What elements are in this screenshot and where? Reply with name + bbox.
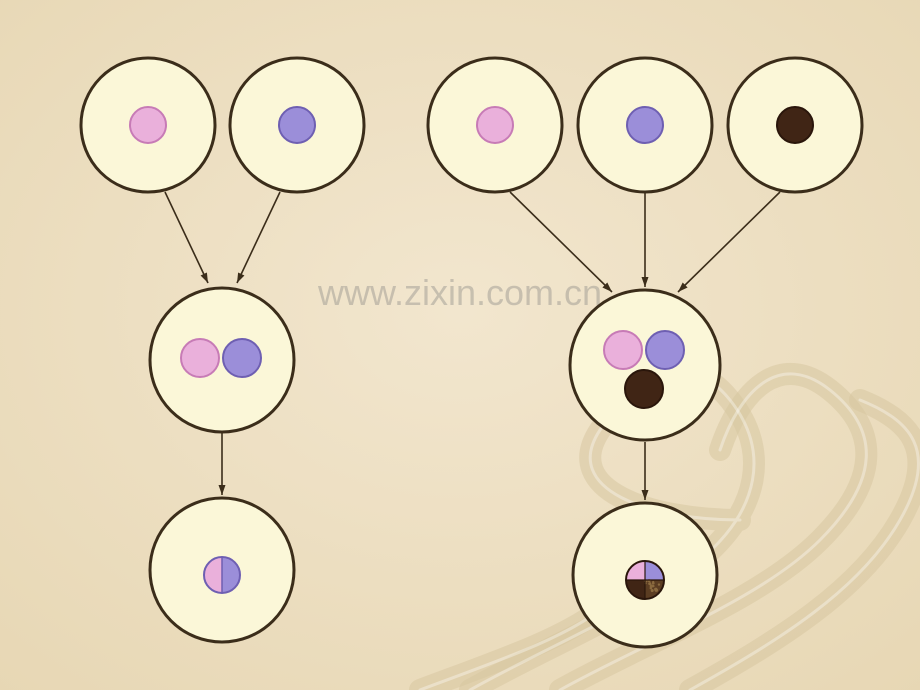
diagram-stage: www.zixin.com.cn <box>0 0 920 690</box>
nucleus-pink <box>130 107 166 143</box>
cell-membrane <box>150 288 294 432</box>
nucleus-brown <box>625 370 663 408</box>
left-top-cell-0 <box>81 58 215 192</box>
nucleus-purple <box>646 331 684 369</box>
nucleus-purple <box>627 107 663 143</box>
nucleus-purple <box>223 339 261 377</box>
right-mid-cell <box>570 290 720 440</box>
right-top-cell-1 <box>578 58 712 192</box>
right-top-cell-2 <box>728 58 862 192</box>
watermark-text: www.zixin.com.cn <box>317 272 602 313</box>
right-bottom-cell <box>573 503 717 647</box>
nucleus-brown <box>777 107 813 143</box>
left-top-cell-1 <box>230 58 364 192</box>
cell-membrane <box>570 290 720 440</box>
nucleus-pink <box>604 331 642 369</box>
nucleus-purple <box>279 107 315 143</box>
left-mid-cell <box>150 288 294 432</box>
nucleus-pink <box>181 339 219 377</box>
diagram-svg: www.zixin.com.cn <box>0 0 920 690</box>
nucleus-pink <box>477 107 513 143</box>
left-bottom-cell <box>150 498 294 642</box>
right-top-cell-0 <box>428 58 562 192</box>
